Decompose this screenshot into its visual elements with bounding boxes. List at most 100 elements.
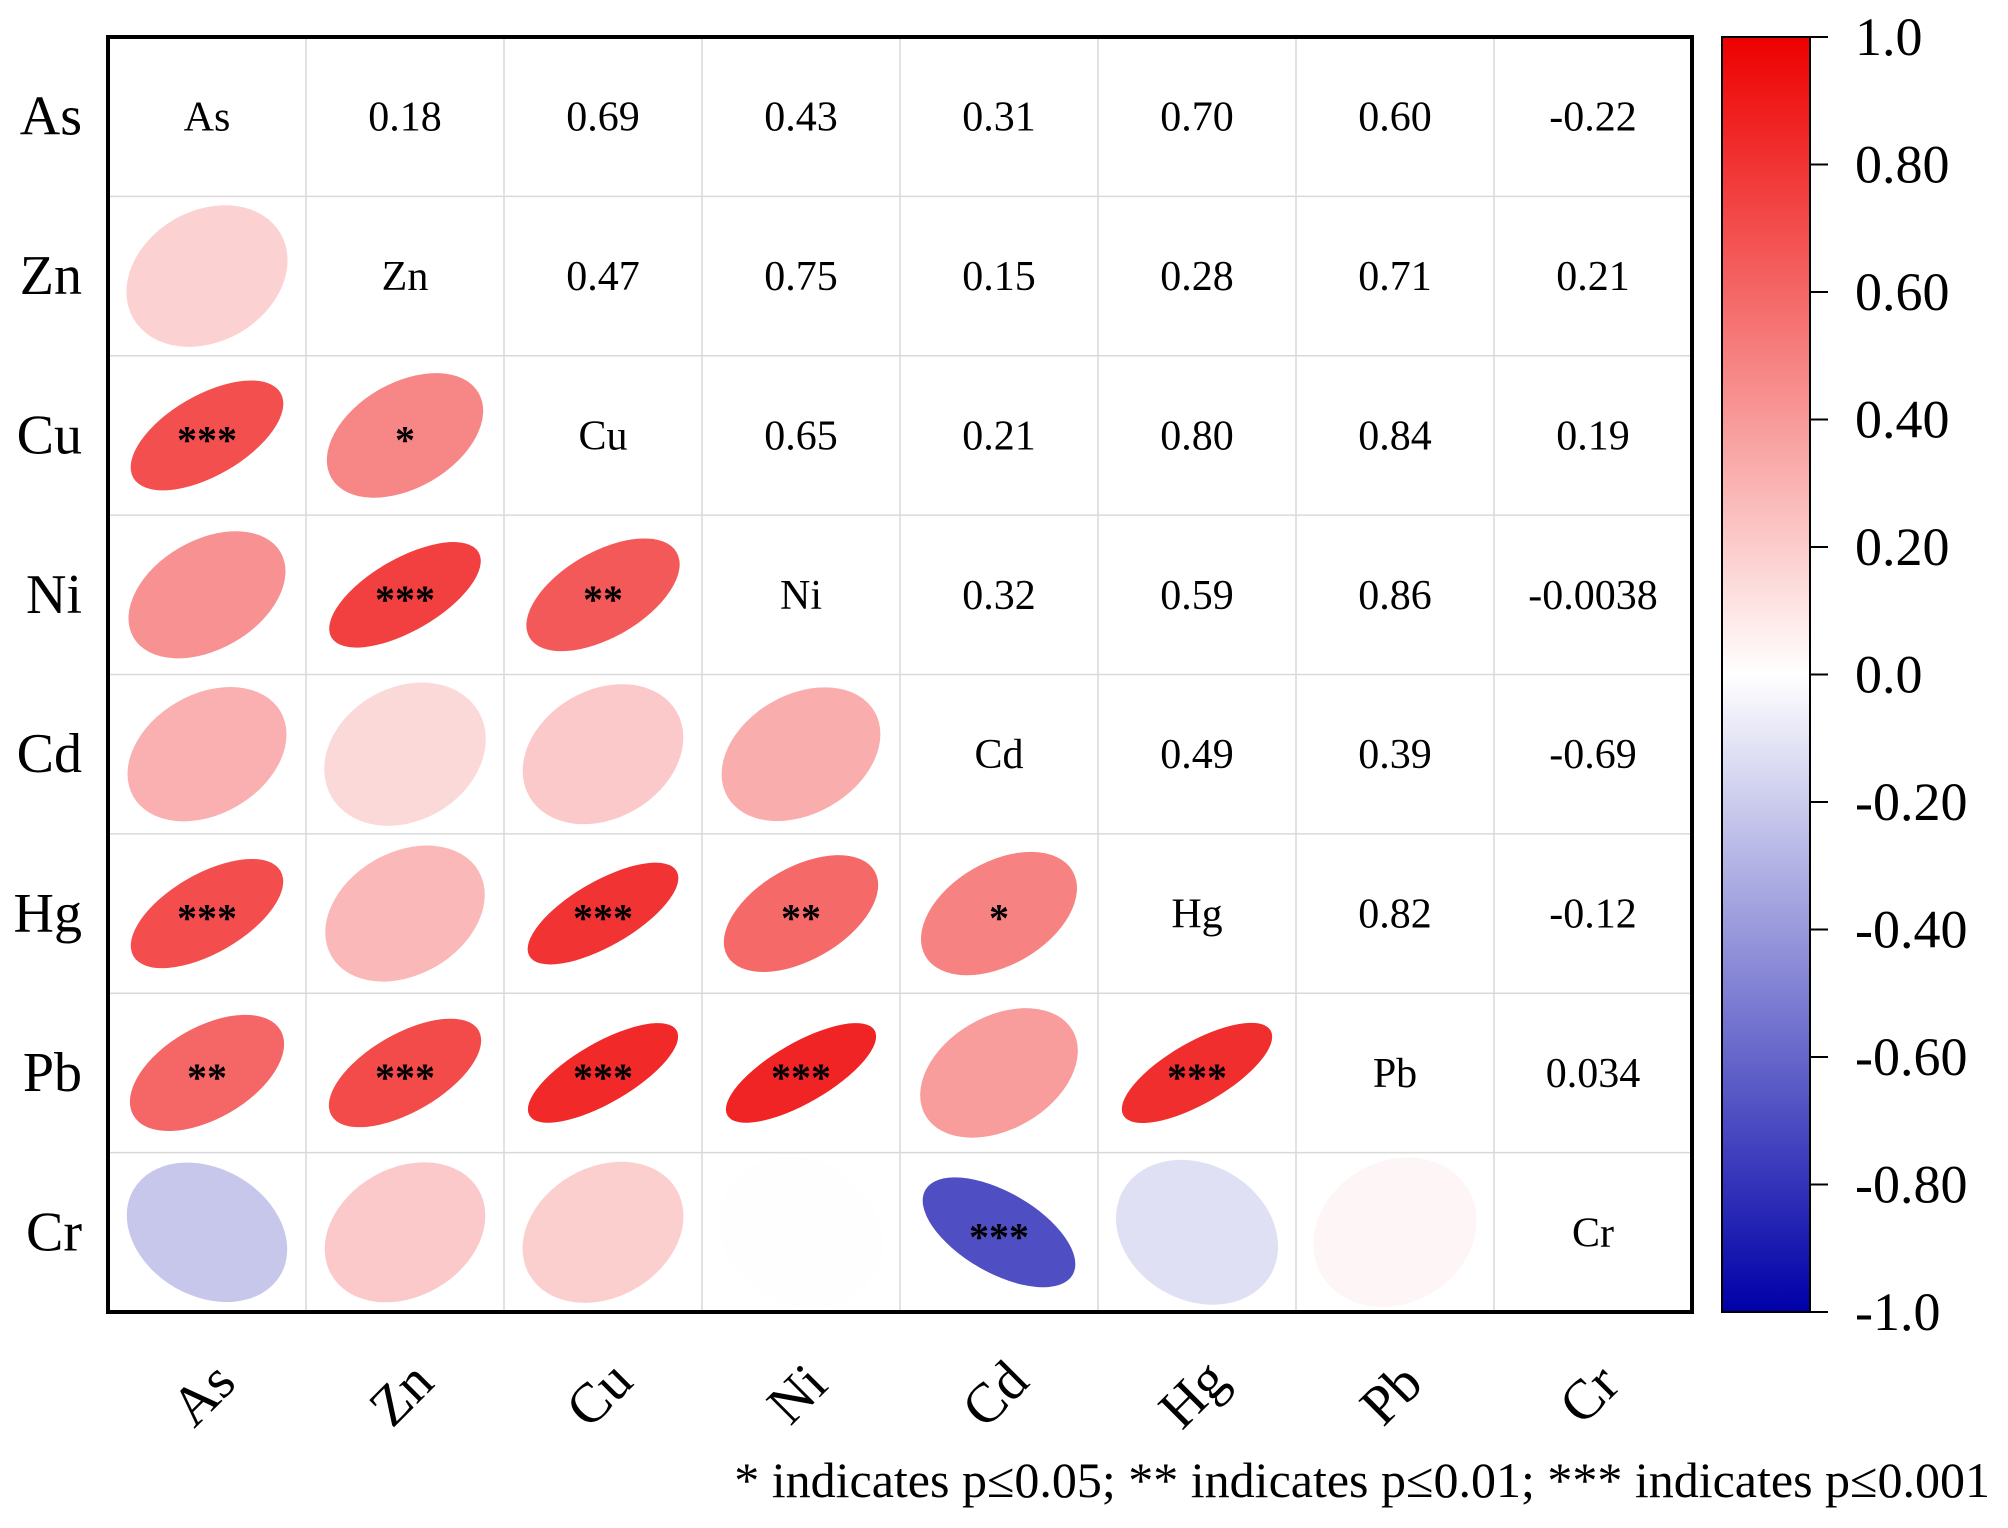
correlation-ellipse [328, 1018, 482, 1128]
correlation-ellipse [526, 538, 680, 652]
diagonal-label: Cd [974, 732, 1023, 778]
row-label: Zn [20, 245, 82, 307]
correlation-value: 0.19 [1556, 413, 1630, 459]
correlation-value: 0.65 [764, 413, 838, 459]
correlation-ellipse [325, 845, 485, 982]
significance-stars: *** [375, 1055, 435, 1100]
correlation-value: 0.84 [1358, 413, 1432, 459]
colorbar-tick-label: -0.60 [1855, 1027, 1967, 1087]
correlation-value: 0.75 [764, 254, 838, 300]
correlation-ellipse [1115, 1159, 1279, 1305]
row-label: As [20, 86, 82, 148]
colorbar-tick-label: 1.0 [1855, 7, 1923, 67]
row-label: Pb [23, 1042, 82, 1104]
correlation-value: -0.69 [1549, 732, 1637, 778]
correlation-value: -0.0038 [1528, 573, 1658, 619]
correlation-value: 0.32 [962, 573, 1036, 619]
correlation-value: 0.18 [368, 95, 442, 141]
matrix-frame [106, 35, 1694, 1314]
correlation-ellipse [922, 1177, 1076, 1288]
correlation-value: 0.15 [962, 254, 1036, 300]
significance-stars: * [989, 896, 1009, 941]
correlation-ellipse [522, 1161, 684, 1303]
correlation-value: 0.21 [962, 413, 1036, 459]
diagonal-label: Cu [578, 413, 627, 459]
significance-stars: *** [771, 1055, 831, 1100]
correlation-value: 0.70 [1160, 95, 1234, 141]
correlation-ellipse [1313, 1157, 1477, 1308]
colorbar-tick-label: 0.40 [1855, 390, 1950, 450]
correlation-value: 0.71 [1358, 254, 1432, 300]
correlation-ellipse [721, 687, 881, 822]
correlation-ellipse [130, 858, 284, 969]
column-label: Cu [554, 1349, 644, 1439]
significance-stars: *** [573, 1055, 633, 1100]
row-label: Cr [26, 1201, 82, 1263]
correlation-ellipse [920, 1008, 1078, 1138]
significance-stars: *** [969, 1214, 1029, 1259]
correlation-ellipse [329, 542, 481, 648]
diagonal-label: Ni [780, 573, 822, 619]
diagonal-label: Pb [1373, 1051, 1417, 1097]
correlation-value: 0.034 [1546, 1051, 1641, 1097]
colorbar-gradient [1721, 36, 1811, 1313]
correlation-value: 0.39 [1358, 732, 1432, 778]
colorbar-tick-label: 0.80 [1855, 135, 1950, 195]
correlation-ellipse [527, 1023, 679, 1123]
significance-stars: ** [583, 577, 623, 622]
correlation-value: 0.47 [566, 254, 640, 300]
column-label: Ni [756, 1353, 839, 1436]
significance-stars: *** [177, 896, 237, 941]
correlation-ellipse [324, 682, 486, 826]
matrix-grid [106, 35, 1694, 1314]
correlation-value: 0.31 [962, 95, 1036, 141]
correlation-ellipse [527, 862, 679, 965]
column-label: Cr [1548, 1352, 1632, 1436]
correlation-value: 0.43 [764, 95, 838, 141]
colorbar-tick-label: -0.20 [1855, 772, 1967, 832]
significance-stars: *** [1167, 1055, 1227, 1100]
correlation-value: 0.21 [1556, 254, 1630, 300]
row-label: Ni [26, 564, 82, 626]
significance-stars: * [395, 417, 415, 462]
colorbar-tick-label: 0.60 [1855, 262, 1950, 322]
colorbar-tick-label: -0.40 [1855, 900, 1967, 960]
correlation-ellipse [128, 531, 286, 659]
matrix-cells: As 0.18 0.69 0.43 0.31 0.70 0.60 -0.22 Zn 0.47 0.7… [126, 95, 1658, 1308]
colorbar-tick-label: 0.0 [1855, 645, 1923, 705]
correlation-ellipse [130, 380, 284, 491]
column-label: Cd [950, 1349, 1040, 1439]
correlation-value: -0.22 [1549, 95, 1637, 141]
row-label: Cu [17, 404, 82, 466]
correlation-value: 0.86 [1358, 573, 1432, 619]
colorbar: 1.0 0.80 0.60 0.40 0.20 0.0 -0.20 -0.40 -0.60 -0.… [1721, 7, 1967, 1342]
correlation-ellipse [126, 1162, 288, 1303]
correlation-ellipse [127, 687, 287, 822]
correlation-value: 0.49 [1160, 732, 1234, 778]
correlation-ellipse [719, 1156, 883, 1308]
significance-stars: *** [375, 577, 435, 622]
correlation-ellipse [725, 1023, 877, 1123]
diagonal-label: Cr [1572, 1210, 1614, 1256]
correlation-value: 0.28 [1160, 254, 1234, 300]
column-label: Pb [1349, 1352, 1435, 1438]
diagonal-label: Zn [382, 254, 429, 300]
diagonal-label: Hg [1171, 892, 1222, 938]
column-label: As [159, 1350, 247, 1438]
correlation-value: 0.69 [566, 95, 640, 141]
row-label: Cd [17, 723, 82, 785]
correlation-ellipse [129, 1014, 285, 1132]
correlation-ellipse [1121, 1022, 1273, 1124]
correlation-ellipse [723, 855, 879, 972]
correlation-value: 0.59 [1160, 573, 1234, 619]
correlation-ellipse [920, 851, 1078, 976]
correlation-value: 0.82 [1358, 892, 1432, 938]
column-label: Hg [1147, 1348, 1239, 1440]
colorbar-tick-label: -0.80 [1855, 1155, 1967, 1215]
row-label: Hg [14, 883, 82, 945]
significance-stars: *** [177, 417, 237, 462]
significance-stars: *** [573, 896, 633, 941]
significance-stars: ** [187, 1055, 227, 1100]
correlation-ellipse [522, 684, 684, 825]
